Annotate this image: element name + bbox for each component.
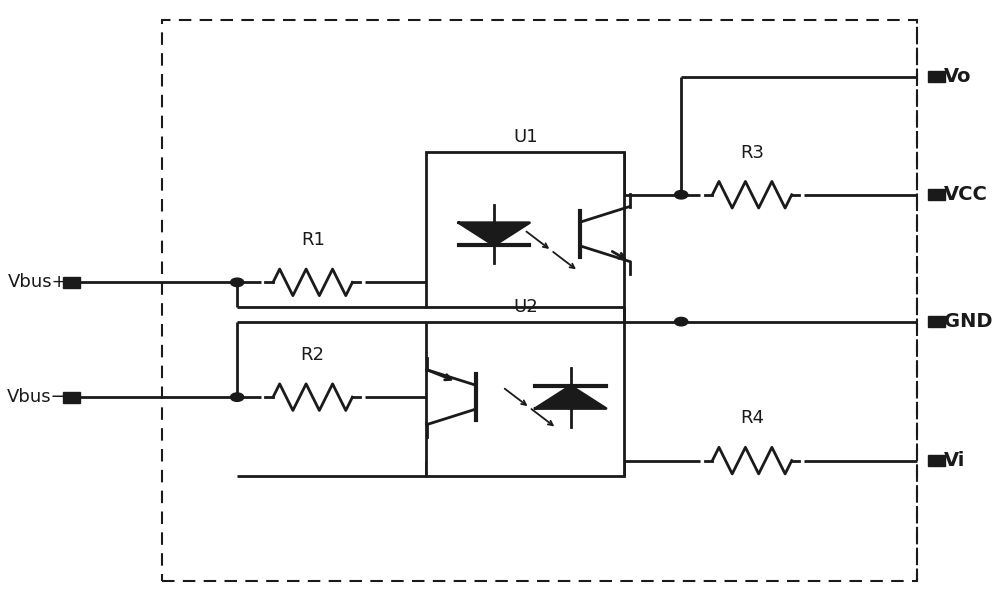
Text: GND: GND [944, 312, 992, 331]
Text: U2: U2 [513, 297, 538, 316]
Text: Vbus+: Vbus+ [7, 273, 67, 291]
Circle shape [231, 278, 244, 287]
Bar [928, 455, 945, 466]
Bar [928, 316, 945, 327]
Bar [63, 277, 80, 288]
Text: Vbus−: Vbus− [7, 388, 67, 406]
Bar [426, 152, 624, 307]
Text: R1: R1 [301, 231, 325, 249]
Bar [426, 322, 624, 476]
Text: Vi: Vi [944, 451, 965, 470]
Text: R4: R4 [740, 409, 764, 427]
Text: Vo: Vo [944, 67, 971, 86]
Text: R2: R2 [301, 346, 325, 364]
Text: U1: U1 [513, 129, 538, 146]
Bar [928, 72, 945, 83]
Bar [162, 19, 917, 582]
Text: R3: R3 [740, 143, 764, 161]
Circle shape [231, 393, 244, 401]
Polygon shape [535, 386, 606, 409]
Circle shape [675, 191, 688, 199]
Bar [63, 392, 80, 402]
Circle shape [675, 317, 688, 326]
Bar [928, 189, 945, 200]
Polygon shape [459, 223, 529, 245]
Text: VCC: VCC [944, 185, 988, 204]
